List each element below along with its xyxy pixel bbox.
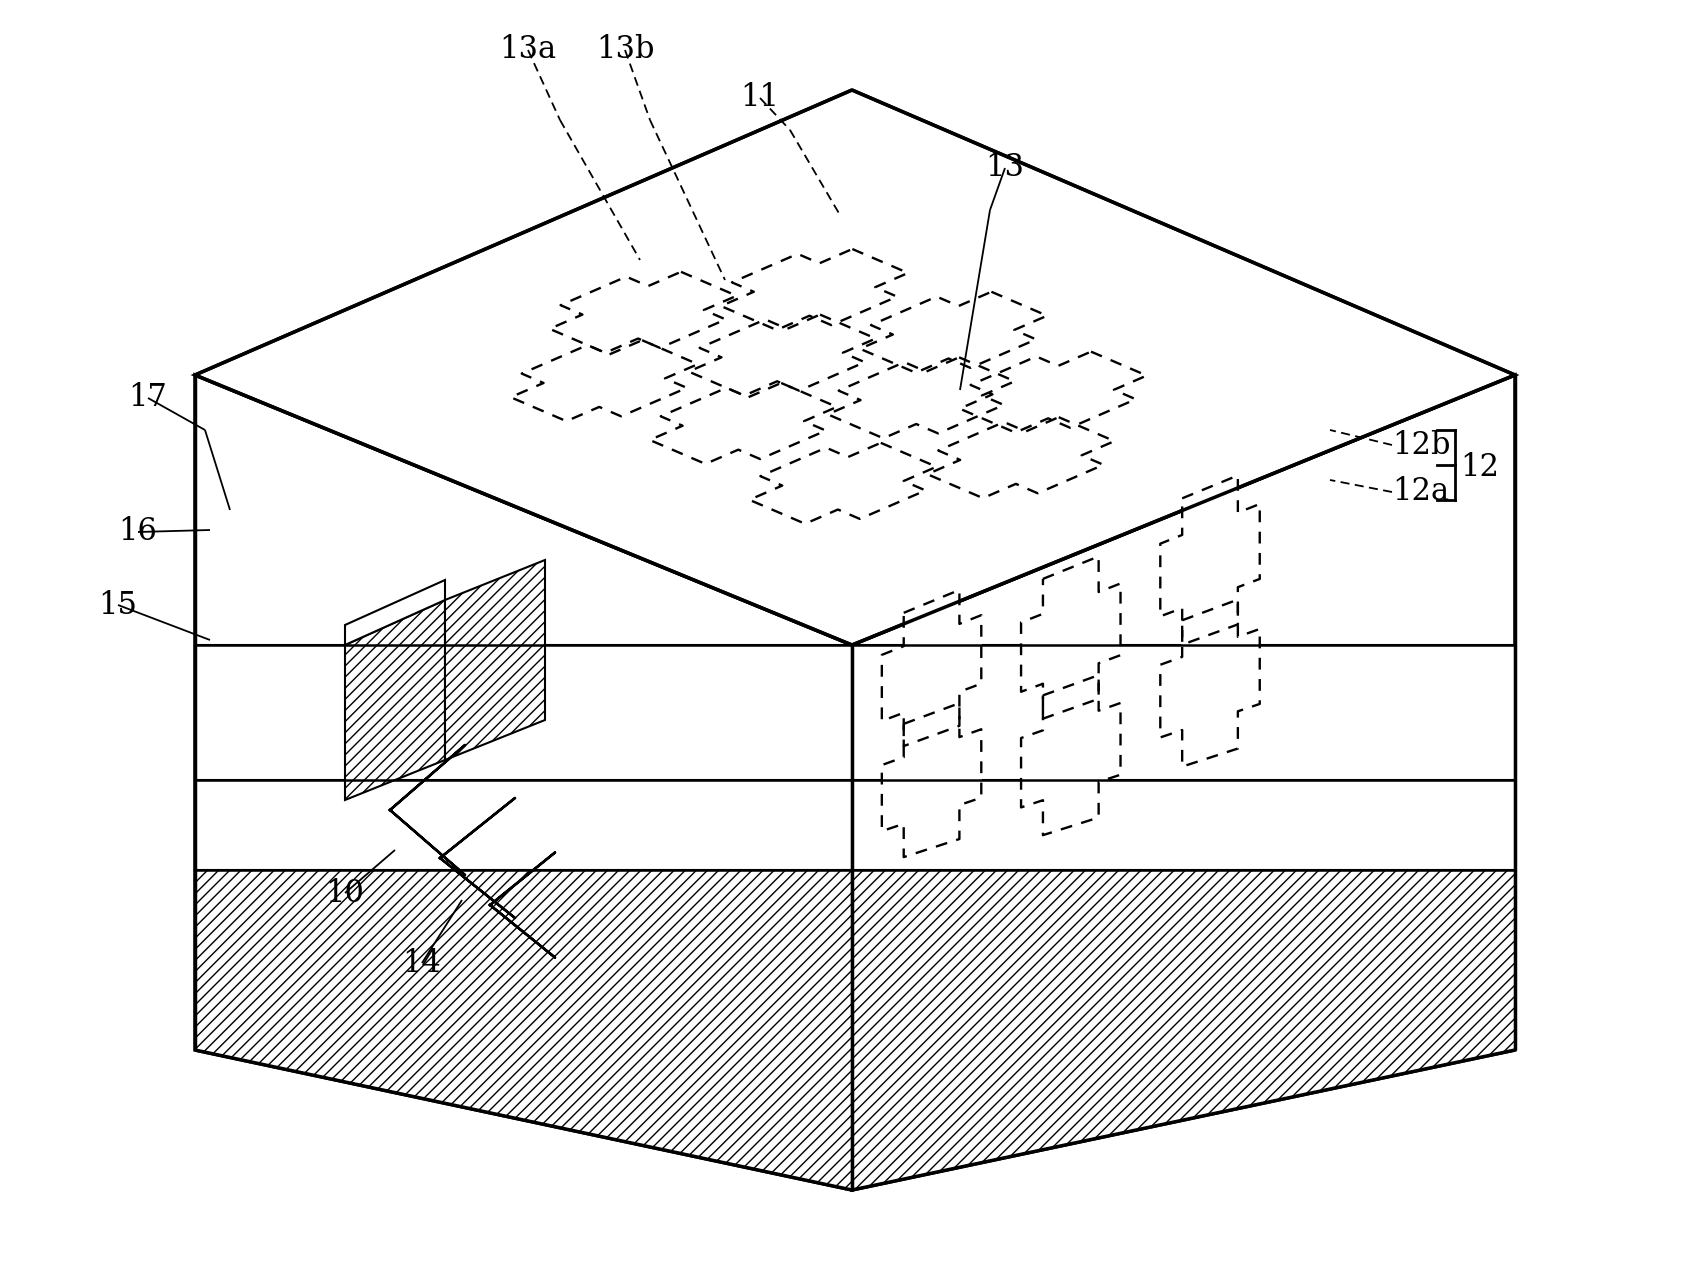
Polygon shape — [440, 798, 515, 919]
Text: 12a: 12a — [1391, 476, 1449, 508]
Polygon shape — [194, 375, 852, 1191]
Polygon shape — [852, 780, 1516, 870]
Text: 11: 11 — [740, 82, 779, 113]
Polygon shape — [960, 352, 1147, 432]
Polygon shape — [859, 291, 1047, 373]
Text: 13a: 13a — [500, 35, 556, 65]
Polygon shape — [194, 780, 852, 870]
Polygon shape — [489, 852, 556, 957]
Polygon shape — [1161, 476, 1260, 644]
Text: 15: 15 — [99, 589, 138, 621]
Polygon shape — [1161, 599, 1260, 767]
Polygon shape — [445, 559, 546, 760]
Polygon shape — [390, 745, 465, 875]
Polygon shape — [194, 870, 852, 1191]
Polygon shape — [194, 645, 852, 780]
Text: 12b: 12b — [1391, 430, 1451, 461]
Polygon shape — [852, 870, 1516, 1191]
Polygon shape — [827, 358, 1014, 439]
Text: 17: 17 — [128, 382, 167, 413]
Polygon shape — [852, 645, 1516, 780]
Text: 14: 14 — [402, 948, 442, 979]
Polygon shape — [512, 340, 697, 421]
Polygon shape — [344, 580, 445, 645]
Polygon shape — [194, 90, 1516, 645]
Text: 13b: 13b — [595, 35, 655, 65]
Polygon shape — [549, 272, 737, 353]
Polygon shape — [650, 384, 837, 464]
Polygon shape — [344, 600, 445, 801]
Text: 13: 13 — [985, 153, 1025, 183]
Polygon shape — [881, 590, 982, 747]
Polygon shape — [1021, 675, 1120, 835]
Polygon shape — [881, 703, 982, 857]
Text: 12: 12 — [1461, 453, 1499, 484]
Polygon shape — [721, 249, 909, 330]
Text: 16: 16 — [119, 517, 157, 548]
Polygon shape — [852, 375, 1516, 1191]
Polygon shape — [928, 417, 1115, 498]
Polygon shape — [1021, 557, 1120, 718]
Polygon shape — [750, 443, 936, 523]
Polygon shape — [689, 314, 876, 395]
Text: 10: 10 — [326, 878, 365, 908]
